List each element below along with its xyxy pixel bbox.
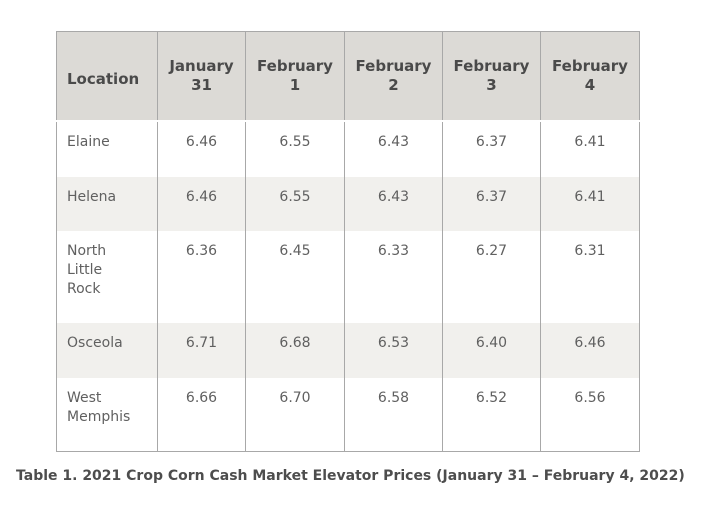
price-cell: 6.43 (344, 121, 443, 177)
header-feb-1: February 1 (245, 31, 345, 122)
table-row: Helena 6.46 6.55 6.43 6.37 6.41 (56, 177, 640, 231)
price-table-container: Location January 31 February 1 February … (56, 31, 640, 452)
location-cell: North Little Rock (56, 231, 158, 323)
price-cell: 6.70 (245, 378, 345, 451)
price-cell: 6.56 (540, 378, 640, 451)
price-cell: 6.41 (540, 177, 640, 231)
price-cell: 6.53 (344, 323, 443, 378)
price-cell: 6.37 (442, 177, 541, 231)
table-row: West Memphis 6.66 6.70 6.58 6.52 6.56 (56, 378, 640, 451)
price-cell: 6.55 (245, 177, 345, 231)
price-cell: 6.43 (344, 177, 443, 231)
price-cell: 6.45 (245, 231, 345, 323)
location-cell: West Memphis (56, 378, 158, 451)
price-cell: 6.37 (442, 121, 541, 177)
price-cell: 6.40 (442, 323, 541, 378)
table-row: Elaine 6.46 6.55 6.43 6.37 6.41 (56, 121, 640, 177)
header-feb-2: February 2 (344, 31, 443, 122)
table-header-row: Location January 31 February 1 February … (56, 31, 640, 122)
price-cell: 6.58 (344, 378, 443, 451)
price-cell: 6.27 (442, 231, 541, 323)
location-cell: Helena (56, 177, 158, 231)
location-cell: Osceola (56, 323, 158, 378)
header-feb-3: February 3 (442, 31, 541, 122)
table-row: Osceola 6.71 6.68 6.53 6.40 6.46 (56, 323, 640, 378)
header-jan-31: January 31 (157, 31, 246, 122)
header-location: Location (56, 31, 158, 122)
price-cell: 6.36 (157, 231, 246, 323)
price-cell: 6.46 (540, 323, 640, 378)
price-table: Location January 31 February 1 February … (56, 31, 640, 452)
price-cell: 6.46 (157, 177, 246, 231)
price-cell: 6.71 (157, 323, 246, 378)
price-cell: 6.52 (442, 378, 541, 451)
table-row: North Little Rock 6.36 6.45 6.33 6.27 6.… (56, 231, 640, 323)
price-cell: 6.33 (344, 231, 443, 323)
price-cell: 6.68 (245, 323, 345, 378)
price-cell: 6.55 (245, 121, 345, 177)
header-feb-4: February 4 (540, 31, 640, 122)
price-cell: 6.31 (540, 231, 640, 323)
table-caption: Table 1. 2021 Crop Corn Cash Market Elev… (16, 468, 685, 484)
location-cell: Elaine (56, 121, 158, 177)
price-cell: 6.46 (157, 121, 246, 177)
price-cell: 6.41 (540, 121, 640, 177)
price-cell: 6.66 (157, 378, 246, 451)
